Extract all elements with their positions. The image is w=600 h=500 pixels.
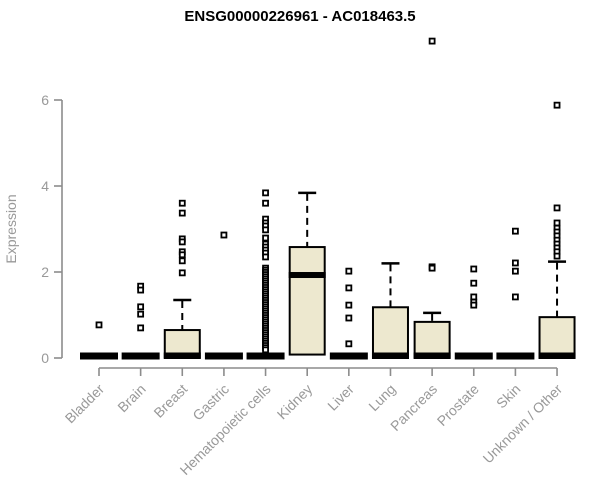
- y-tick-label: 4: [41, 178, 49, 194]
- outlier-point: [512, 259, 519, 267]
- collapsed-box: [329, 352, 368, 360]
- outlier-point: [137, 310, 145, 318]
- x-tick-label: Bladder: [62, 381, 108, 427]
- iqr-box: [288, 246, 326, 356]
- outlier-point: [428, 37, 436, 45]
- median-line: [288, 272, 326, 279]
- collapsed-box: [496, 352, 535, 360]
- outlier-point: [345, 301, 353, 309]
- x-tick-label: Liver: [324, 381, 357, 414]
- median-line: [371, 352, 409, 359]
- collapsed-box: [204, 352, 243, 360]
- iqr-box: [538, 316, 576, 359]
- outlier-point: [178, 257, 186, 265]
- outlier-point: [178, 209, 186, 217]
- outlier-point: [345, 340, 353, 348]
- outlier-point: [428, 264, 436, 272]
- outlier-point: [512, 227, 519, 235]
- outlier-point: [470, 265, 478, 273]
- outlier-point: [553, 252, 561, 260]
- outlier-point: [345, 314, 353, 322]
- outlier-point: [178, 269, 186, 277]
- outlier-point: [553, 219, 561, 227]
- outlier-point: [470, 293, 478, 301]
- outlier-point: [262, 226, 269, 234]
- outlier-point: [470, 279, 478, 287]
- outlier-point: [262, 189, 269, 197]
- outlier-point: [262, 199, 269, 207]
- median-line: [163, 352, 201, 359]
- y-tick-label: 6: [41, 92, 49, 108]
- outlier-point: [512, 293, 519, 301]
- outlier-point: [137, 324, 145, 332]
- collapsed-box: [454, 352, 493, 360]
- y-tick-label: 0: [41, 350, 49, 366]
- outlier-point: [345, 267, 353, 275]
- collapsed-box: [246, 352, 285, 360]
- outlier-point: [137, 303, 145, 311]
- outlier-point: [137, 286, 145, 294]
- x-tick-label: Unknown / Other: [480, 381, 566, 467]
- outlier-point: [262, 346, 269, 354]
- x-tick-label: Kidney: [274, 381, 316, 423]
- y-axis-title: Expression: [3, 194, 19, 263]
- outlier-point: [95, 321, 103, 329]
- x-tick-label: Brain: [114, 381, 148, 415]
- outlier-point: [178, 199, 186, 207]
- outlier-point: [553, 101, 561, 109]
- outlier-point: [220, 231, 228, 239]
- chart-title: ENSG00000226961 - AC018463.5: [184, 8, 416, 25]
- outlier-point: [262, 253, 269, 261]
- outlier-point: [345, 284, 353, 292]
- iqr-box: [371, 306, 409, 360]
- x-tick-label: Breast: [150, 381, 190, 421]
- collapsed-box: [80, 352, 118, 360]
- median-line: [538, 352, 576, 359]
- collapsed-box: [121, 352, 160, 360]
- outlier-point: [470, 301, 478, 309]
- outlier-point: [553, 204, 561, 212]
- outlier-point: [178, 251, 186, 259]
- outlier-point: [262, 234, 269, 242]
- outlier-point: [512, 267, 519, 275]
- outlier-point: [178, 238, 186, 246]
- x-tick-label: Lung: [365, 381, 398, 414]
- y-tick-label: 2: [41, 264, 49, 280]
- x-tick-label: Skin: [493, 381, 524, 412]
- x-tick-label: Prostate: [434, 381, 482, 429]
- median-line: [413, 352, 451, 359]
